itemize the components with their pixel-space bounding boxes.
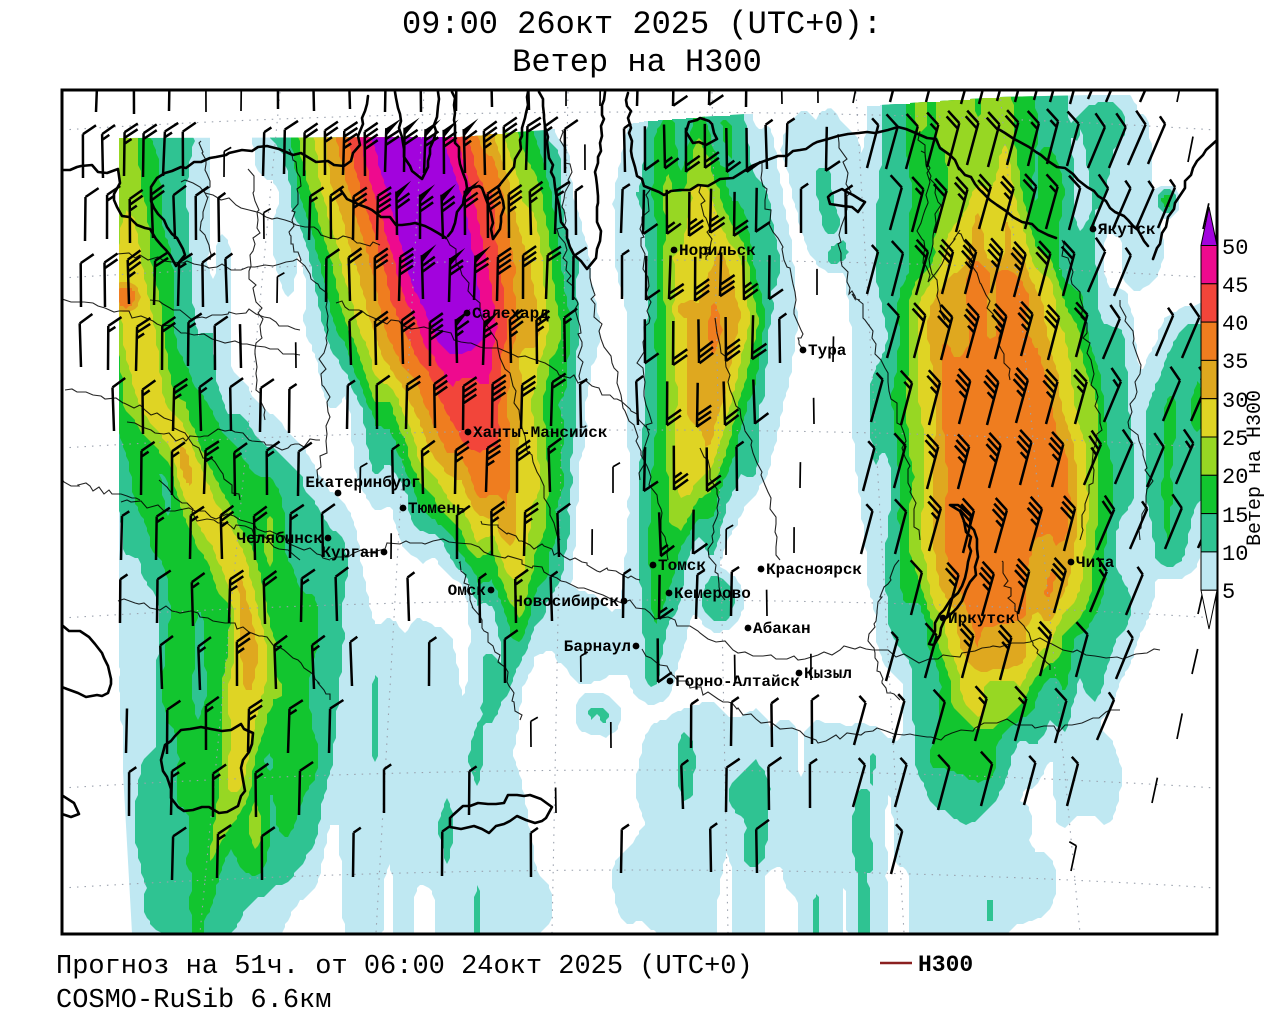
svg-text:40: 40: [1222, 312, 1248, 337]
svg-text:Горно-Алтайск: Горно-Алтайск: [675, 673, 800, 691]
svg-text:20: 20: [1222, 465, 1248, 490]
svg-text:Абакан: Абакан: [753, 620, 811, 638]
svg-text:Красноярск: Красноярск: [766, 561, 862, 579]
svg-text:Кызыл: Кызыл: [804, 665, 852, 683]
svg-text:Челябинск: Челябинск: [237, 530, 324, 548]
svg-text:Екатеринбург: Екатеринбург: [305, 474, 420, 492]
svg-text:Прогноз на 51ч. от 06:00 24окт: Прогноз на 51ч. от 06:00 24окт 2025 (UTC…: [56, 952, 753, 982]
svg-text:45: 45: [1222, 274, 1248, 299]
svg-text:50: 50: [1222, 236, 1248, 261]
svg-text:09:00 26окт 2025 (UTC+0):: 09:00 26окт 2025 (UTC+0):: [402, 6, 882, 43]
svg-text:Курган: Курган: [321, 544, 379, 562]
svg-text:COSMO-RuSib 6.6км: COSMO-RuSib 6.6км: [56, 986, 331, 1016]
svg-text:Тура: Тура: [808, 342, 847, 360]
svg-text:15: 15: [1222, 504, 1248, 529]
svg-text:Иркутск: Иркутск: [948, 610, 1016, 628]
svg-text:Ветер на H300: Ветер на H300: [512, 44, 762, 81]
svg-text:Томск: Томск: [658, 557, 706, 575]
svg-text:Новосибирск: Новосибирск: [513, 593, 619, 611]
svg-text:Омск: Омск: [448, 582, 487, 600]
svg-text:Ветер на H300: Ветер на H300: [1244, 390, 1267, 546]
svg-text:Барнаул: Барнаул: [564, 638, 631, 656]
svg-text:25: 25: [1222, 427, 1248, 452]
svg-text:Якутск: Якутск: [1098, 221, 1156, 239]
svg-text:Тюмень: Тюмень: [408, 500, 466, 518]
svg-text:35: 35: [1222, 350, 1248, 375]
svg-text:H300: H300: [918, 952, 973, 978]
svg-text:Ханты-Мансийск: Ханты-Мансийск: [473, 424, 608, 442]
svg-text:Кемерово: Кемерово: [674, 585, 751, 603]
svg-text:Салехард: Салехард: [472, 305, 549, 323]
svg-text:10: 10: [1222, 542, 1248, 567]
svg-text:30: 30: [1222, 389, 1248, 414]
svg-text:Норильск: Норильск: [679, 242, 756, 260]
svg-text:Чита: Чита: [1076, 554, 1115, 572]
svg-text:5: 5: [1222, 580, 1235, 605]
